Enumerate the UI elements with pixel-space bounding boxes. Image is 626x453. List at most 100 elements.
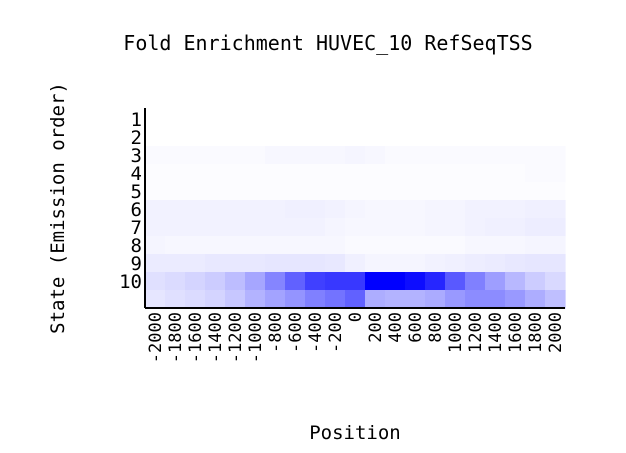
- heatmap-cell: [365, 254, 386, 273]
- heatmap-cell: [285, 272, 306, 291]
- heatmap-cell: [165, 254, 186, 273]
- heatmap-cell: [245, 128, 266, 147]
- heatmap-cell: [145, 128, 166, 147]
- heatmap-cell: [385, 128, 406, 147]
- heatmap-cell: [265, 218, 286, 237]
- heatmap-cell: [485, 272, 506, 291]
- heatmap-cell: [205, 128, 226, 147]
- x-tick-label: 1400: [486, 312, 506, 353]
- x-tick-label: 1200: [466, 312, 486, 353]
- x-tick-label: -800: [266, 312, 286, 353]
- heatmap-cell: [425, 182, 446, 201]
- heatmap-cell: [365, 146, 386, 165]
- heatmap-cell: [485, 200, 506, 219]
- heatmap-cell: [165, 146, 186, 165]
- heatmap-cell: [245, 236, 266, 255]
- heatmap-cell: [365, 164, 386, 183]
- x-tick-label: 2000: [546, 312, 566, 353]
- x-tick-label: -2000: [146, 312, 166, 363]
- heatmap-cell: [385, 272, 406, 291]
- heatmap-cell: [465, 218, 486, 237]
- y-tick-label: 8: [131, 235, 142, 257]
- heatmap-cell: [145, 146, 166, 165]
- heatmap-cell: [345, 254, 366, 273]
- heatmap-cell: [305, 164, 326, 183]
- heatmap-cell: [465, 128, 486, 147]
- x-tick-label: -1400: [206, 312, 226, 363]
- y-tick-label: 7: [131, 217, 142, 239]
- heatmap-cell: [545, 182, 566, 201]
- heatmap-cell: [465, 164, 486, 183]
- heatmap-cell: [545, 128, 566, 147]
- heatmap-cell: [385, 164, 406, 183]
- heatmap-cell: [205, 200, 226, 219]
- heatmap-cell: [205, 236, 226, 255]
- heatmap-cell: [145, 182, 166, 201]
- heatmap-cell: [265, 200, 286, 219]
- heatmap-cell: [385, 254, 406, 273]
- heatmap-cell: [465, 146, 486, 165]
- heatmap-cell: [425, 128, 446, 147]
- heatmap-cell: [225, 164, 246, 183]
- heatmap-cell: [145, 164, 166, 183]
- heatmap-cell: [425, 236, 446, 255]
- heatmap-cell: [245, 290, 266, 309]
- heatmap-cell: [325, 254, 346, 273]
- heatmap-cell: [265, 128, 286, 147]
- heatmap-cell: [405, 182, 426, 201]
- heatmap-cell: [405, 272, 426, 291]
- x-tick-label: -1200: [226, 312, 246, 363]
- heatmap-cell: [345, 290, 366, 309]
- heatmap-cell: [385, 146, 406, 165]
- heatmap-cell: [265, 236, 286, 255]
- heatmap-cell: [425, 254, 446, 273]
- heatmap-cell: [465, 272, 486, 291]
- heatmap-cell: [365, 236, 386, 255]
- heatmap-cell: [205, 254, 226, 273]
- y-tick-label: 9: [131, 253, 142, 275]
- heatmap-cell: [345, 218, 366, 237]
- x-tick-label: 800: [426, 312, 446, 343]
- heatmap-cell: [185, 254, 206, 273]
- heatmap-cell: [225, 128, 246, 147]
- heatmap-cell: [225, 218, 246, 237]
- heatmap-cell: [205, 290, 226, 309]
- heatmap-cell: [145, 290, 166, 309]
- heatmap-cell: [405, 236, 426, 255]
- y-tick-label: 4: [131, 163, 142, 185]
- heatmap-cell: [485, 182, 506, 201]
- heatmap-cell: [345, 164, 366, 183]
- heatmap-cell: [225, 182, 246, 201]
- heatmap-cell: [245, 218, 266, 237]
- heatmap-cell: [265, 146, 286, 165]
- heatmap-cell: [325, 272, 346, 291]
- chart-title: Fold Enrichment HUVEC_10 RefSeqTSS: [123, 31, 532, 55]
- heatmap-cell: [365, 128, 386, 147]
- heatmap-cell: [385, 290, 406, 309]
- heatmap-cell: [245, 146, 266, 165]
- x-tick-label: 1000: [446, 312, 466, 353]
- heatmap-cell: [505, 236, 526, 255]
- heatmap-cell: [185, 272, 206, 291]
- heatmap-cell: [485, 164, 506, 183]
- heatmap-cell: [345, 128, 366, 147]
- heatmap-cell: [285, 200, 306, 219]
- heatmap-cell: [465, 254, 486, 273]
- heatmap-cell: [285, 182, 306, 201]
- heatmap-cell: [505, 182, 526, 201]
- heatmap-cell: [245, 200, 266, 219]
- heatmap-cell: [285, 236, 306, 255]
- x-tick-label: 1800: [526, 312, 546, 353]
- heatmap-cell: [505, 128, 526, 147]
- heatmap-cell: [305, 254, 326, 273]
- heatmap-cell: [545, 218, 566, 237]
- x-tick-labels: -2000 -1800 -1600 -1400 -1200 -1000 -800 -600 -4…: [146, 312, 566, 363]
- heatmap-cell: [325, 164, 346, 183]
- heatmap-cell: [165, 128, 186, 147]
- heatmap-cell: [285, 146, 306, 165]
- heatmap-cell: [305, 182, 326, 201]
- heatmap-cell: [305, 218, 326, 237]
- x-tick-label: -400: [306, 312, 326, 353]
- heatmap-cell: [445, 164, 466, 183]
- heatmap-cell: [225, 290, 246, 309]
